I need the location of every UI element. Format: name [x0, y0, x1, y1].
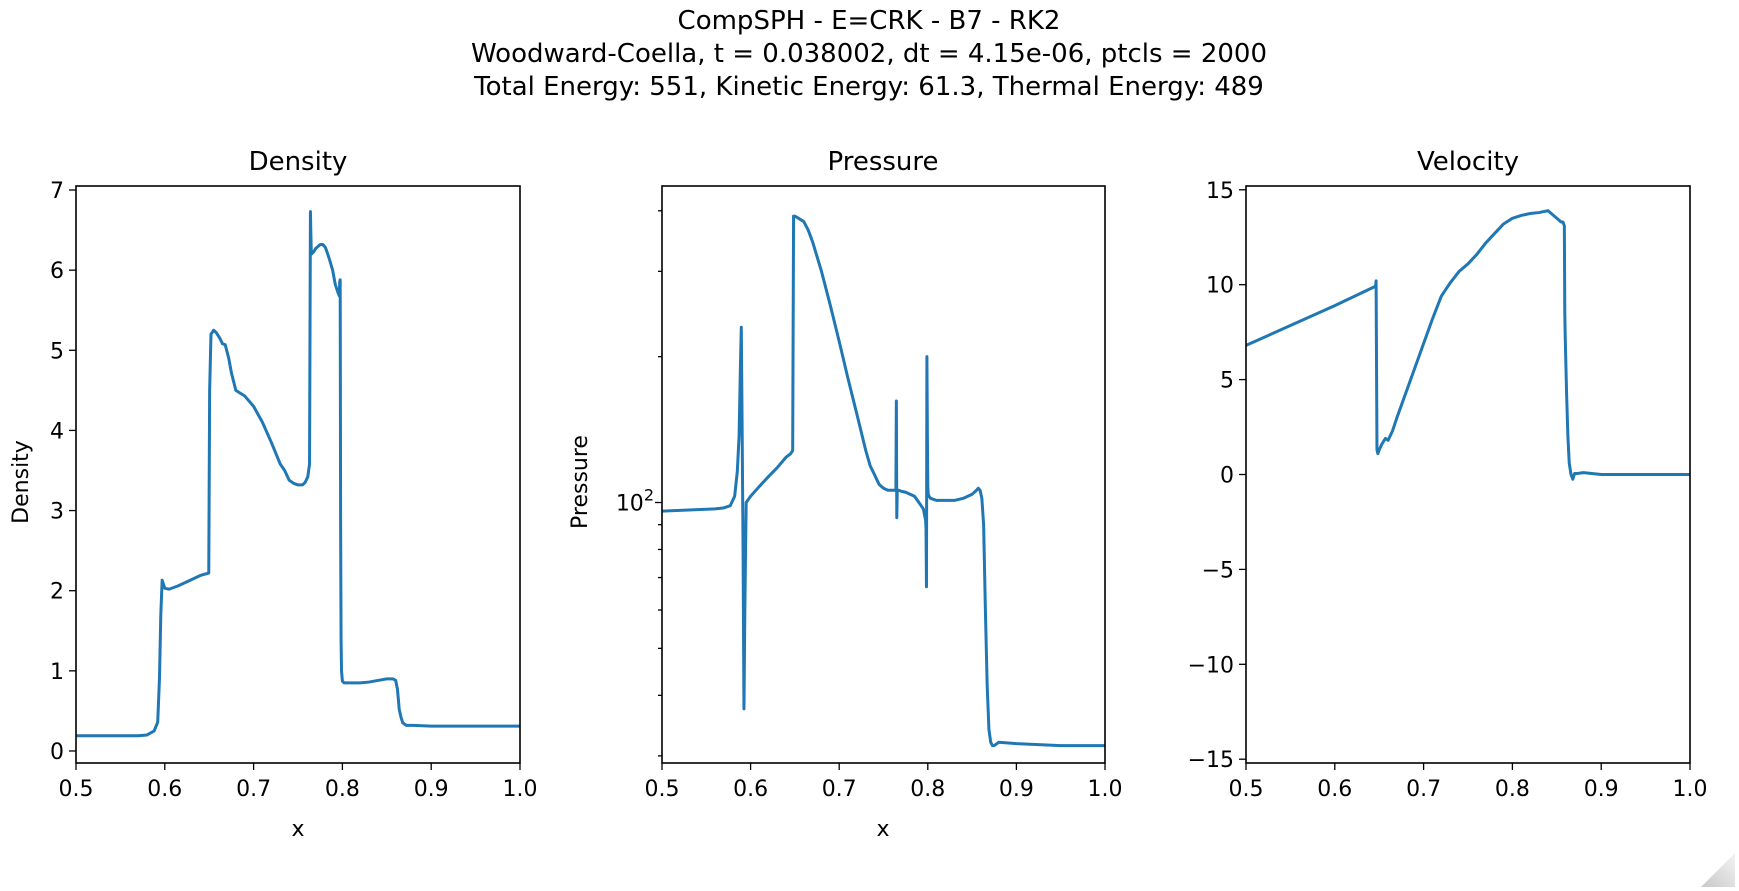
- pressure-title: Pressure: [827, 147, 938, 177]
- pressure-xtick-label: 0.6: [733, 777, 768, 802]
- velocity-panel: Velocity 0.5 0.6 0.7 0.8 0.9 1.0 −15 −10 −5 0 5 10 1…: [1188, 147, 1708, 802]
- density-ytick-label: 2: [50, 580, 64, 605]
- density-series-line: [76, 210, 520, 738]
- pressure-ylabel: Pressure: [568, 435, 593, 529]
- resize-grip-icon[interactable]: [1699, 851, 1739, 891]
- density-title: Density: [249, 147, 348, 177]
- density-ytick-label: 6: [50, 259, 64, 284]
- suptitle-line-1: CompSPH - E=CRK - B7 - RK2: [678, 6, 1061, 36]
- suptitle-line-3: Total Energy: 551, Kinetic Energy: 61.3,…: [473, 72, 1264, 102]
- density-xtick-label: 1.0: [503, 777, 538, 802]
- velocity-ytick-label: −10: [1188, 653, 1234, 678]
- density-xtick-label: 0.6: [147, 777, 182, 802]
- pressure-xtick-label: 0.9: [999, 777, 1034, 802]
- velocity-xtick-label: 0.8: [1495, 777, 1530, 802]
- density-ytick-label: 5: [50, 339, 64, 364]
- density-xlabel: x: [291, 817, 304, 842]
- pressure-ytick-label: 102: [616, 486, 654, 517]
- density-ylabel: Density: [9, 440, 34, 524]
- velocity-series-line: [1246, 209, 1690, 481]
- pressure-xtick-label: 1.0: [1088, 777, 1123, 802]
- pressure-xtick-label: 0.8: [910, 777, 945, 802]
- velocity-title: Velocity: [1417, 147, 1519, 177]
- velocity-ytick-label: 0: [1220, 464, 1234, 489]
- velocity-ytick-label: 10: [1206, 274, 1234, 299]
- density-ytick-label: 7: [50, 179, 64, 204]
- pressure-panel: Pressure x Pressure 0.5 0.6 0.7 0.8 0.9 1.0 10…: [568, 147, 1123, 842]
- density-xtick-label: 0.7: [236, 777, 271, 802]
- pressure-xtick-label: 0.5: [645, 777, 680, 802]
- density-panel: Density x Density 0.5 0.6 0.7 0.8 0.9 1.0 0 1 2 3…: [9, 147, 538, 842]
- pressure-xtick-label: 0.7: [822, 777, 857, 802]
- velocity-ytick-label: −5: [1202, 558, 1234, 583]
- density-ytick-label: 0: [50, 740, 64, 765]
- density-xtick-label: 0.8: [325, 777, 360, 802]
- velocity-xtick-label: 0.6: [1317, 777, 1352, 802]
- suptitle-line-2: Woodward-Coella, t = 0.038002, dt = 4.15…: [471, 39, 1267, 69]
- density-xtick-label: 0.9: [414, 777, 449, 802]
- velocity-ytick-label: 15: [1206, 179, 1234, 204]
- density-ytick-label: 3: [50, 500, 64, 525]
- velocity-ytick-label: −15: [1188, 748, 1234, 773]
- figure-title: CompSPH - E=CRK - B7 - RK2 Woodward-Coel…: [471, 6, 1267, 102]
- velocity-xtick-label: 1.0: [1673, 777, 1708, 802]
- pressure-plot-frame: [661, 185, 1106, 764]
- pressure-xlabel: x: [876, 817, 889, 842]
- velocity-xtick-label: 0.5: [1229, 777, 1264, 802]
- density-ytick-label: 4: [50, 419, 64, 444]
- density-plot-frame: [75, 185, 521, 764]
- velocity-xtick-label: 0.7: [1406, 777, 1441, 802]
- density-ytick-label: 1: [50, 660, 64, 685]
- velocity-ytick-label: 5: [1220, 369, 1234, 394]
- density-xtick-label: 0.5: [59, 777, 94, 802]
- pressure-series-line: [662, 214, 1105, 748]
- velocity-xtick-label: 0.9: [1584, 777, 1619, 802]
